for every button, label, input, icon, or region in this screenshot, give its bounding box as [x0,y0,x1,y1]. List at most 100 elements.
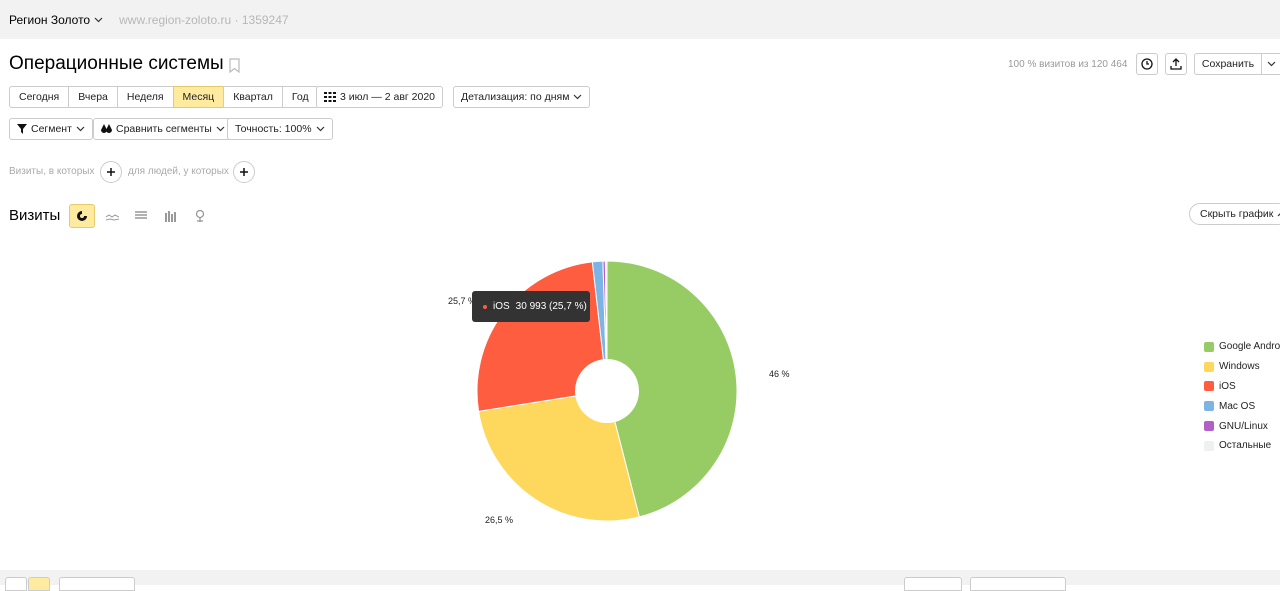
date-range-label: 3 июл — 2 авг 2020 [340,91,436,103]
pie-slice-google-android[interactable] [606,260,738,518]
detail-dropdown[interactable]: Детализация: по дням [453,86,591,108]
visits-info: 100 % визитов из 120 464 [1008,59,1128,70]
bottom-bar [0,570,1280,591]
chevron-down-icon [316,126,324,132]
chart-type-map[interactable] [187,204,213,228]
legend-item[interactable]: Google Android [1204,337,1280,357]
visits-filter-label: Визиты, в которых [9,166,95,177]
chart-tooltip: iOS 30 993 (25,7 %) [472,291,590,322]
legend-label: Mac OS [1219,400,1256,412]
meta-separator: · [234,12,239,27]
chart-type-line[interactable] [99,204,125,228]
tooltip-series-name: iOS [493,301,510,312]
save-button[interactable]: Сохранить [1194,53,1262,75]
legend-label: iOS [1219,380,1236,392]
chart-title: Визиты [9,207,61,224]
counter-meta: www.region-zoloto.ru · 1359247 [119,13,288,27]
segment-label: Сегмент [31,123,72,135]
counter-name: Регион Золото [9,12,91,27]
pie-label-ios: 25,7 % [448,296,477,306]
compare-label: Сравнить сегменты [116,123,212,135]
period-today[interactable]: Сегодня [9,86,70,108]
history-button[interactable] [1136,53,1158,75]
top-bar: Регион Золото www.region-zoloto.ru · 135… [0,0,1280,39]
compare-segments-button[interactable]: Сравнить сегменты [93,118,233,140]
pie-label-windows: 26,5 % [485,515,514,525]
period-selector: Сегодня Вчера Неделя Месяц Квартал Год [9,86,319,108]
legend-swatch [1204,361,1214,372]
table-dimensions-button[interactable] [970,577,1066,591]
legend-swatch [1204,421,1214,432]
plus-icon [107,168,115,176]
legend-swatch [1204,341,1214,352]
counter-selector[interactable]: Регион Золото [9,13,103,27]
table-view-toggle-active[interactable] [28,577,50,591]
legend-label: Остальные [1219,440,1272,452]
period-week[interactable]: Неделя [116,86,174,108]
pie-slice-mac-os[interactable] [591,260,608,392]
legend-item[interactable]: Windows [1204,357,1280,377]
period-year[interactable]: Год [281,86,319,108]
chart-legend: Google Android Windows iOS Mac OS GNU/Linux О… [1204,337,1280,456]
add-visit-filter-button[interactable] [100,161,122,183]
export-button[interactable] [1165,53,1187,75]
site-url: www.region-zoloto.ru [119,12,232,27]
tooltip-color-dot [483,304,487,309]
people-filter-label: для людей, у которых [128,166,229,177]
accuracy-label: Точность: 100% [235,123,312,135]
chart-type-bar[interactable] [158,204,184,228]
legend-label: Google Android [1219,341,1280,353]
period-month[interactable]: Месяц [172,86,225,108]
legend-swatch [1204,401,1214,412]
period-yesterday[interactable]: Вчера [68,86,118,108]
area-chart-icon [135,211,147,219]
chevron-down-icon [574,94,582,100]
legend-item[interactable]: Mac OS [1204,396,1280,416]
pie-slice-windows[interactable] [478,390,640,522]
legend-item[interactable]: GNU/Linux [1204,416,1280,436]
tooltip-value: 30 993 (25,7 %) [515,301,587,312]
detail-label: Детализация: по дням [461,91,570,103]
plus-icon [240,168,248,176]
legend-item[interactable]: Остальные [1204,436,1280,456]
chevron-down-icon [76,126,85,132]
period-quarter[interactable]: Квартал [223,86,283,108]
segment-button[interactable]: Сегмент [9,118,93,140]
pie-slice-остальные[interactable] [604,260,608,392]
bar-chart-icon [165,210,176,222]
pie-hole [575,359,639,423]
legend-label: Windows [1219,361,1260,373]
table-metrics-button[interactable] [904,577,962,591]
bookmark-icon[interactable] [229,58,240,73]
upload-icon [1170,58,1182,70]
clock-icon [1141,58,1153,70]
pie-label-android: 46 % [769,369,790,379]
chart-type-area[interactable] [128,204,154,228]
legend-label: GNU/Linux [1219,420,1268,432]
legend-swatch [1204,440,1214,451]
table-view-toggle[interactable] [5,577,27,591]
pie-slice-gnu-linux[interactable] [602,260,608,392]
compare-icon [101,124,112,133]
page-title: Операционные системы [9,53,224,74]
pie-chart-icon [77,210,88,221]
filter-icon [17,124,27,134]
accuracy-dropdown[interactable]: Точность: 100% [227,118,333,140]
hide-chart-label: Скрыть график [1200,208,1274,220]
calendar-icon [324,92,336,102]
hide-chart-button[interactable]: Скрыть график [1189,203,1280,225]
table-grouping-button[interactable] [59,577,135,591]
line-chart-icon [105,214,119,221]
chevron-down-icon [216,126,225,132]
counter-id: 1359247 [241,12,289,27]
legend-item[interactable]: iOS [1204,377,1280,397]
add-people-filter-button[interactable] [233,161,255,183]
chart-type-pie[interactable] [69,204,95,228]
save-dropdown-button[interactable] [1262,53,1280,75]
map-pin-icon [195,210,205,222]
pie-slice-ios[interactable] [476,261,608,412]
date-range-button[interactable]: 3 июл — 2 авг 2020 [316,86,444,108]
chevron-down-icon [94,17,103,22]
legend-swatch [1204,381,1214,392]
chevron-down-icon [1267,61,1276,67]
